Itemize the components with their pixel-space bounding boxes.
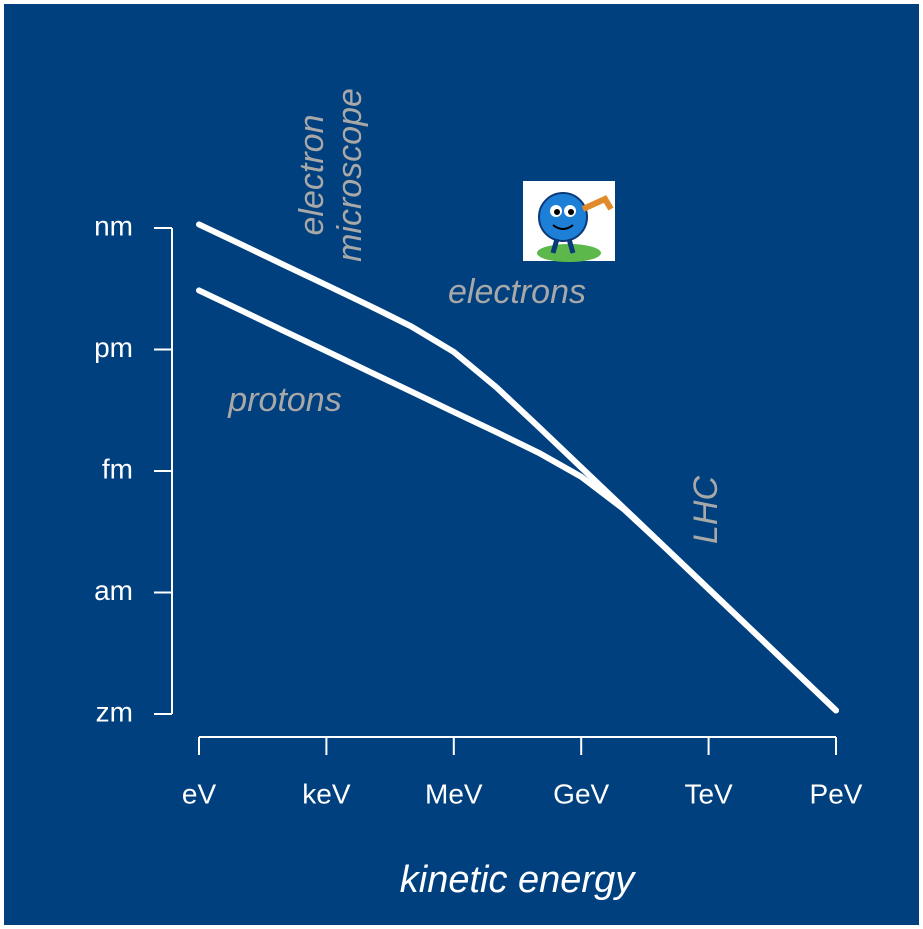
x-tick-label: eV <box>182 778 217 809</box>
annotation: LHC <box>687 476 725 544</box>
chart: kinetic energy nm pm fm am zm eV keV MeV GeV TeV P… <box>0 0 923 929</box>
mascot-icon <box>523 181 615 262</box>
y-tick-label: fm <box>102 453 133 484</box>
annotation: microscope <box>331 88 369 262</box>
page: kinetic energy nm pm fm am zm eV keV MeV GeV TeV P… <box>0 0 923 929</box>
annotation: electron <box>293 115 331 236</box>
y-tick-label: pm <box>94 332 133 363</box>
x-tick-label: GeV <box>553 778 609 809</box>
y-tick-label: nm <box>94 210 133 241</box>
x-tick-label: PeV <box>810 778 863 809</box>
x-tick-label: keV <box>302 778 351 809</box>
x-tick-label: MeV <box>425 778 483 809</box>
y-tick-label: am <box>94 575 133 606</box>
y-tick-label: zm <box>96 696 133 727</box>
annotation: electrons <box>448 273 586 311</box>
x-axis-title: kinetic energy <box>400 859 636 901</box>
x-tick-label: TeV <box>684 778 733 809</box>
annotation: protons <box>227 381 341 419</box>
